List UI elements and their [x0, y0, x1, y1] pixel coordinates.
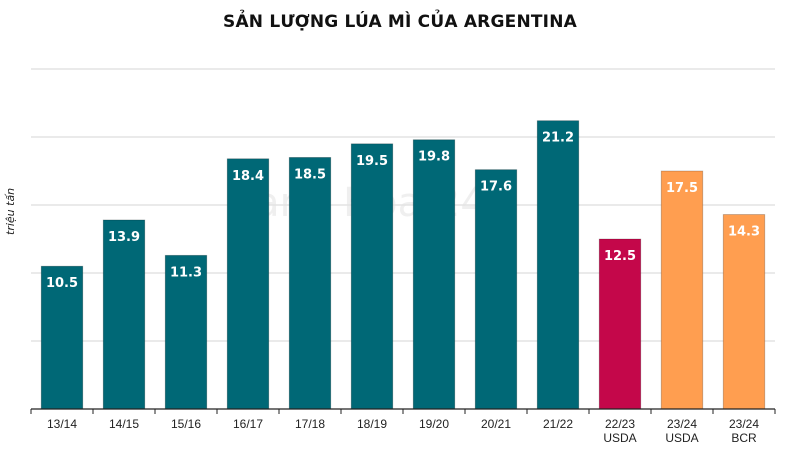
x-tick-label: 13/14	[47, 417, 77, 431]
data-label: 12.5	[604, 249, 636, 264]
bar	[350, 143, 394, 410]
data-label: 11.3	[170, 265, 202, 280]
bar	[164, 254, 208, 410]
x-tick-label: 22/23 USDA	[603, 417, 636, 445]
data-label: 18.5	[294, 167, 326, 182]
x-tick-label: 23/24 BCR	[729, 417, 759, 445]
data-label: 14.3	[728, 225, 760, 240]
bar	[722, 214, 766, 410]
bar	[412, 139, 456, 410]
data-label: 18.4	[232, 169, 264, 184]
data-label: 13.9	[108, 230, 140, 245]
x-tick-label: 19/20	[419, 417, 449, 431]
x-tick-label: 20/21	[481, 417, 511, 431]
bar	[474, 169, 518, 410]
bars	[40, 120, 766, 410]
bar	[226, 158, 270, 410]
data-label: 19.5	[356, 154, 388, 169]
x-tick-label: 16/17	[233, 417, 263, 431]
bar	[660, 170, 704, 410]
data-label: 19.8	[418, 150, 450, 165]
data-label: 17.5	[666, 181, 698, 196]
data-label: 10.5	[46, 276, 78, 291]
bar	[288, 156, 332, 410]
bar	[598, 238, 642, 410]
bar	[536, 120, 580, 410]
data-label: 17.6	[480, 180, 512, 195]
bar	[102, 219, 146, 410]
x-tick-label: 21/22	[543, 417, 573, 431]
data-label: 21.2	[542, 131, 574, 146]
x-tick-label: 15/16	[171, 417, 201, 431]
data-labels: 10.5 13.9 11.3 18.4 18.5 19.5 19.8 17.6 21.2 12.5…	[46, 131, 760, 292]
x-tick-label: 14/15	[109, 417, 139, 431]
chart-title: SẢN LƯỢNG LÚA MÌ CỦA ARGENTINA	[223, 12, 577, 32]
x-axis: 13/14 14/15 15/16 16/17 17/18 18/19 19/20 20/21…	[30, 408, 776, 445]
x-tick-label: 17/18	[295, 417, 325, 431]
gridlines	[31, 68, 775, 342]
x-tick-label: 18/19	[357, 417, 387, 431]
x-tick-label: 23/24 USDA	[665, 417, 698, 445]
